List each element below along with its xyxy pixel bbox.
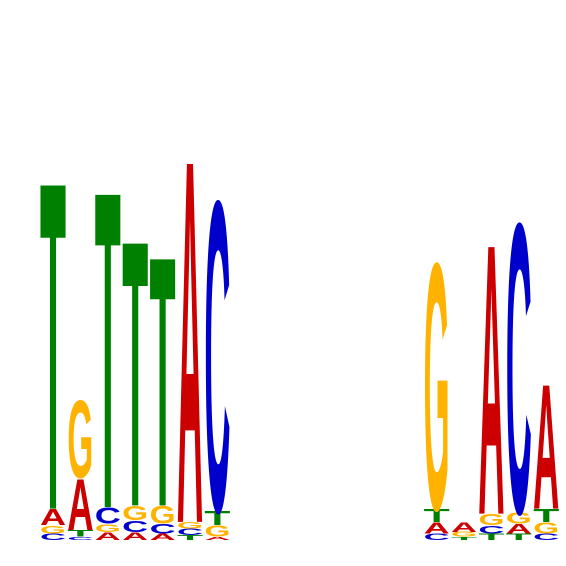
logo-letter-G: G [424,190,450,566]
logo-letter-A: A [122,530,148,543]
logo-letter-T: T [424,505,450,526]
logo-letter-G: G [506,509,532,527]
logo-letter-G: G [204,522,230,540]
logo-letter-G: G [533,519,559,537]
logo-letter-A: A [424,519,450,537]
logo-letter-T: T [150,182,176,566]
logo-letter-C: C [533,532,559,542]
logo-letter-T: T [506,532,532,542]
logo-letter-C: C [95,504,121,529]
logo-column-16: TGA [451,519,478,541]
logo-letter-T: T [177,534,204,542]
logo-letter-C: C [122,517,148,535]
logo-letter-C: C [67,536,93,541]
logo-letter-C: C [424,532,450,542]
logo-letter-A: A [204,536,230,541]
logo-letter-A: A [506,521,532,537]
logo-letter-C: C [506,137,532,566]
logo-letter-G: G [451,531,477,539]
logo-letter-G: G [177,521,203,531]
logo-letter-A: A [533,348,559,548]
logo-letter-T: T [67,528,93,538]
logo-letter-T: T [533,505,559,526]
logo-letter-C: C [478,523,504,536]
logo-letter-T: T [204,507,231,530]
logo-letter-A: A [40,505,66,530]
logo-letter-T: T [451,536,478,541]
logo-letter-T: T [95,97,121,566]
logo-letter-G: G [95,522,121,535]
logo-letter-C: C [204,107,230,566]
logo-letter-T: T [478,532,504,542]
logo-letter-A: A [150,532,176,542]
logo-letter-A: A [67,465,93,546]
logo-letter-C: C [177,527,203,537]
logo-letter-A: A [95,530,121,543]
logo-letter-C: C [40,532,66,542]
logo-letter-G: G [478,510,504,528]
logo-letter-T: T [40,83,66,566]
logo-letter-G: G [122,502,148,525]
logo-letter-G: G [40,523,66,536]
logo-letter-T: T [122,162,148,566]
logo-letter-G: G [150,501,176,529]
logo-letter-G: G [67,378,93,501]
logo-letter-A: A [451,519,477,535]
logo-letter-A: A [177,52,203,566]
logo-letter-C: C [150,521,176,537]
logo-letter-A: A [478,164,504,566]
